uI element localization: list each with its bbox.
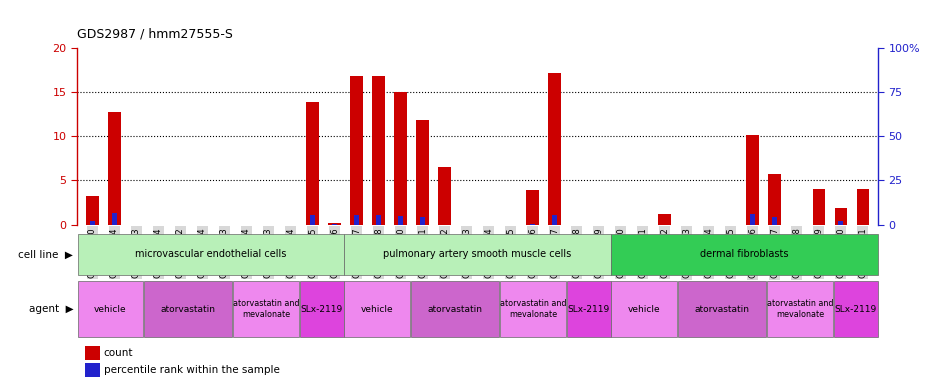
Text: SLx-2119: SLx-2119 — [301, 305, 343, 314]
Bar — [611, 234, 878, 275]
Bar — [300, 281, 344, 338]
Bar — [678, 281, 766, 338]
Bar — [834, 281, 878, 338]
Bar — [86, 346, 100, 360]
Bar — [90, 221, 95, 225]
Text: cell line  ▶: cell line ▶ — [19, 249, 73, 260]
Text: atorvastatin and
mevalonate: atorvastatin and mevalonate — [233, 300, 300, 319]
Bar — [773, 217, 776, 225]
Bar — [812, 189, 824, 225]
Text: vehicle: vehicle — [94, 305, 127, 314]
Bar — [553, 215, 556, 225]
Bar — [77, 281, 144, 338]
Bar — [611, 281, 678, 338]
Text: atorvastatin: atorvastatin — [695, 305, 750, 314]
Text: dermal fibroblasts: dermal fibroblasts — [700, 249, 789, 260]
Text: vehicle: vehicle — [628, 305, 661, 314]
Text: agent  ▶: agent ▶ — [29, 304, 73, 314]
Bar — [420, 217, 425, 225]
Text: percentile rank within the sample: percentile rank within the sample — [103, 364, 279, 374]
Bar — [86, 362, 100, 376]
Bar — [344, 281, 411, 338]
Bar — [856, 189, 869, 225]
Bar — [233, 281, 299, 338]
Bar — [769, 174, 780, 225]
Text: pulmonary artery smooth muscle cells: pulmonary artery smooth muscle cells — [384, 249, 572, 260]
Bar — [395, 92, 407, 225]
Text: vehicle: vehicle — [361, 305, 394, 314]
Bar — [411, 281, 499, 338]
Bar — [567, 281, 611, 338]
Bar — [399, 216, 402, 225]
Text: atorvastatin: atorvastatin — [161, 305, 216, 314]
Bar — [376, 215, 381, 225]
Bar — [328, 223, 340, 225]
Text: count: count — [103, 348, 133, 358]
Bar — [838, 222, 843, 225]
Bar — [108, 113, 120, 225]
Text: atorvastatin: atorvastatin — [428, 305, 483, 314]
Text: atorvastatin and
mevalonate: atorvastatin and mevalonate — [767, 300, 834, 319]
Bar — [351, 76, 363, 225]
Bar — [526, 190, 539, 225]
Bar — [530, 223, 535, 225]
Text: GDS2987 / hmm27555-S: GDS2987 / hmm27555-S — [77, 27, 233, 40]
Bar — [659, 214, 670, 225]
Bar — [416, 121, 429, 225]
Bar — [548, 73, 560, 225]
Text: microvascular endothelial cells: microvascular endothelial cells — [134, 249, 287, 260]
Bar — [500, 281, 566, 338]
Bar — [344, 234, 611, 275]
Text: SLx-2119: SLx-2119 — [835, 305, 877, 314]
Text: atorvastatin and
mevalonate: atorvastatin and mevalonate — [500, 300, 567, 319]
Bar — [372, 76, 384, 225]
Bar — [767, 281, 833, 338]
Bar — [354, 215, 359, 225]
Bar — [310, 215, 315, 225]
Bar — [746, 136, 759, 225]
Bar — [77, 234, 344, 275]
Bar — [112, 213, 117, 225]
Text: SLx-2119: SLx-2119 — [568, 305, 610, 314]
Bar — [835, 208, 847, 225]
Bar — [86, 196, 99, 225]
Bar — [750, 214, 755, 225]
Bar — [306, 102, 319, 225]
Bar — [144, 281, 232, 338]
Bar — [438, 167, 450, 225]
